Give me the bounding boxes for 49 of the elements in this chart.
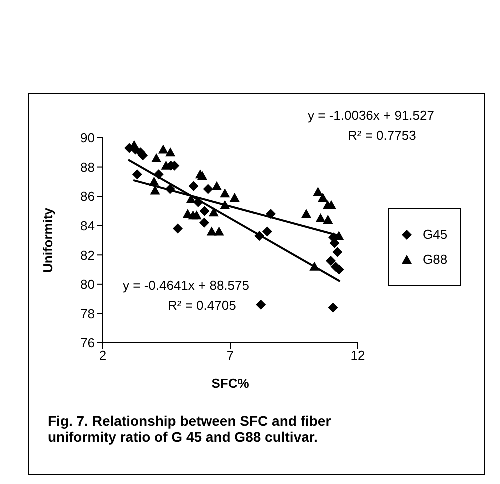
- x-tick-label: 12: [350, 348, 366, 364]
- point: [186, 194, 196, 204]
- point: [172, 224, 183, 234]
- y-tick-label: 86: [80, 189, 95, 204]
- point: [203, 184, 214, 194]
- y-tick-label: 84: [80, 218, 95, 234]
- point: [318, 193, 328, 202]
- point: [161, 160, 172, 170]
- y-axis-title: Uniformity: [40, 207, 56, 273]
- y-tick-label: 82: [80, 248, 95, 263]
- point: [326, 256, 336, 266]
- point: [166, 148, 176, 157]
- point: [328, 302, 338, 313]
- x-tick-label: 2: [99, 348, 107, 364]
- caption: Fig. 7. Relationship between SFC and fiber uniformity ratio of G 45 and G88 cultivar.: [48, 413, 332, 445]
- y-tick-label: 76: [80, 336, 95, 351]
- legend-label: G88: [423, 252, 448, 267]
- point: [192, 210, 202, 220]
- point: [188, 181, 199, 192]
- point: [323, 215, 334, 224]
- point: [262, 226, 272, 237]
- point: [150, 186, 160, 195]
- point: [132, 170, 142, 180]
- point: [256, 300, 266, 310]
- annotation: R² = 0.7753: [348, 128, 416, 143]
- point: [316, 214, 326, 223]
- x-axis-title: SFC%: [212, 376, 250, 391]
- point: [220, 188, 230, 198]
- x-tick-label: 7: [226, 348, 234, 364]
- text: y = -1.0036x + 91.527: [308, 108, 434, 123]
- y-tick-label: 78: [80, 306, 95, 322]
- y-tick-label: 88: [80, 160, 95, 175]
- point: [212, 181, 222, 190]
- y-tick-label: 80: [80, 277, 95, 292]
- point: [199, 218, 210, 228]
- point: [332, 247, 343, 258]
- point: [158, 144, 168, 154]
- point: [206, 226, 217, 236]
- point: [301, 209, 312, 218]
- annotation: R² = 0.4705: [168, 298, 236, 313]
- point: [326, 200, 336, 210]
- legend-label: G45: [423, 227, 448, 242]
- point: [200, 206, 210, 216]
- y-tick-label: 90: [80, 130, 95, 146]
- point: [313, 187, 324, 196]
- point: [152, 154, 162, 162]
- annotation: y = -0.4641x + 88.575: [123, 278, 250, 293]
- point: [230, 193, 240, 202]
- point: [214, 226, 224, 236]
